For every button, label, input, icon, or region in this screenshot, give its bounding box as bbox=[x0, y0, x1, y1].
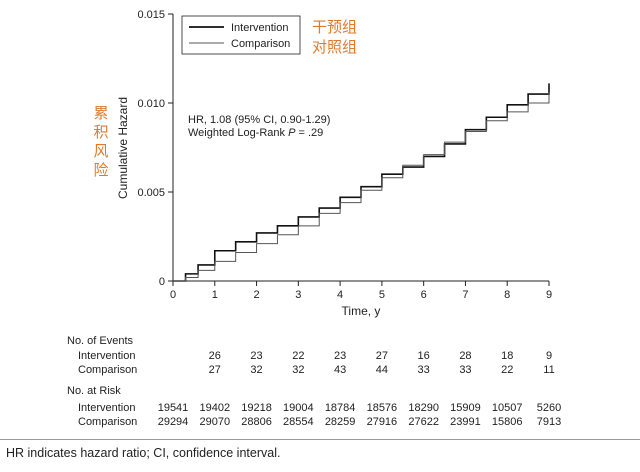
events-comparison-cell-5: 44 bbox=[375, 364, 388, 376]
risk-intervention-cell-5: 18576 bbox=[366, 402, 398, 414]
events-comparison-cell-2: 32 bbox=[250, 364, 263, 376]
risk-intervention-cell-0: 19541 bbox=[157, 402, 189, 414]
risk-row-label-comparison: Comparison bbox=[78, 416, 138, 428]
risk-intervention-cell-1: 19402 bbox=[199, 402, 231, 414]
events-comparison-cell-9: 11 bbox=[543, 364, 555, 376]
axes bbox=[172, 14, 549, 282]
events-comparison-cell-1: 27 bbox=[208, 364, 221, 376]
x-tick-label-3: 3 bbox=[295, 289, 301, 301]
risk-comparison-cell-9: 7913 bbox=[536, 416, 562, 428]
footer-divider bbox=[0, 439, 640, 440]
legend-label-comparison: Comparison bbox=[231, 38, 290, 50]
ylabel-cn-char-4: 险 bbox=[93, 161, 109, 179]
series-lines bbox=[173, 83, 550, 282]
p-label: P bbox=[288, 127, 296, 139]
y-tick-label-0: 0 bbox=[159, 276, 165, 288]
risk-comparison-cell-4: 28259 bbox=[324, 416, 356, 428]
y-tick-label-1: 0.005 bbox=[137, 187, 165, 199]
risk-intervention-cell-8: 10507 bbox=[491, 402, 523, 414]
x-tick-label-1: 1 bbox=[212, 289, 218, 301]
risk-comparison-cell-6: 27622 bbox=[408, 416, 439, 428]
legend: Intervention Comparison bbox=[181, 15, 301, 55]
risk-comparison-cell-7: 23991 bbox=[450, 416, 481, 428]
risk-comparison-cell-2: 28806 bbox=[241, 416, 272, 428]
events-intervention-cell-7: 28 bbox=[459, 350, 472, 362]
risk-intervention-cell-4: 18784 bbox=[324, 402, 356, 414]
x-axis-title: Time, y bbox=[342, 304, 381, 318]
events-intervention-cell-5: 27 bbox=[375, 350, 388, 362]
x-tick-label-5: 5 bbox=[379, 289, 385, 301]
events-row-label-intervention: Intervention bbox=[78, 350, 136, 362]
risk-comparison-cell-5: 27916 bbox=[366, 416, 398, 428]
x-tick-label-9: 9 bbox=[546, 289, 552, 301]
hr-annotation: HR, 1.08 (95% CI, 0.90-1.29) Weighted Lo… bbox=[188, 114, 330, 139]
events-intervention-cell-3: 22 bbox=[292, 350, 305, 362]
events-comparison-cell-7: 33 bbox=[459, 364, 472, 376]
risk-row-label-intervention: Intervention bbox=[78, 402, 136, 414]
events-title: No. of Events bbox=[67, 335, 134, 347]
risk-comparison-cell-8: 15806 bbox=[491, 416, 523, 428]
ylabel-cn-char-3: 风 bbox=[93, 142, 109, 160]
y-tick-label-2: 0.010 bbox=[137, 98, 165, 110]
events-intervention-cell-8: 18 bbox=[501, 350, 514, 362]
chart: 0 1 2 3 4 5 6 7 8 9 0 0.005 0.010 0.015 Time, y Cumu… bbox=[116, 9, 552, 318]
events-intervention-cell-6: 16 bbox=[417, 350, 430, 362]
logrank-text: Weighted Log-Rank P = .29 bbox=[188, 127, 323, 139]
events-intervention-cell-2: 23 bbox=[250, 350, 263, 362]
legend-label-intervention: Intervention bbox=[231, 22, 288, 34]
x-tick-label-2: 2 bbox=[253, 289, 259, 301]
legend-cn-comparison: 对照组 bbox=[312, 38, 358, 56]
risk-intervention-cell-2: 19218 bbox=[241, 402, 272, 414]
y-ticks: 0 0.005 0.010 0.015 bbox=[137, 9, 173, 288]
hr-text: HR, 1.08 (95% CI, 0.90-1.29) bbox=[188, 114, 330, 126]
risk-title: No. at Risk bbox=[67, 385, 121, 397]
risk-intervention-cell-3: 19004 bbox=[283, 402, 314, 414]
footer-note: HR indicates hazard ratio; CI, confidenc… bbox=[6, 446, 281, 460]
x-tick-label-4: 4 bbox=[337, 289, 343, 301]
events-intervention-cell-9: 9 bbox=[545, 350, 553, 362]
ylabel-cn-char-2: 积 bbox=[93, 123, 109, 141]
p-value: = .29 bbox=[295, 127, 323, 139]
risk-comparison-cell-1: 29070 bbox=[199, 416, 231, 428]
x-ticks: 0 1 2 3 4 5 6 7 8 9 bbox=[170, 281, 552, 301]
x-tick-label-7: 7 bbox=[462, 289, 468, 301]
risk-intervention-cell-7: 15909 bbox=[450, 402, 481, 414]
legend-cn-intervention: 干预组 bbox=[312, 18, 358, 36]
ylabel-cn-char-1: 累 bbox=[93, 104, 109, 122]
risk-intervention-cell-6: 18290 bbox=[408, 402, 439, 414]
events-comparison-cell-6: 33 bbox=[417, 364, 430, 376]
series-line-comparison bbox=[173, 92, 550, 282]
x-tick-label-8: 8 bbox=[504, 289, 510, 301]
events-comparison-cell-8: 22 bbox=[501, 364, 514, 376]
y-axis-title: Cumulative Hazard bbox=[116, 97, 130, 199]
risk-comparison-cell-0: 29294 bbox=[157, 416, 189, 428]
legend-box bbox=[181, 15, 301, 55]
risk-intervention-cell-9: 5260 bbox=[536, 402, 562, 414]
risk-comparison-cell-3: 28554 bbox=[283, 416, 314, 428]
x-tick-label-6: 6 bbox=[421, 289, 427, 301]
events-intervention-cell-1: 26 bbox=[208, 350, 221, 362]
events-comparison-cell-4: 43 bbox=[333, 364, 347, 376]
logrank-label: Weighted Log-Rank bbox=[188, 127, 286, 139]
x-tick-label-0: 0 bbox=[170, 289, 176, 301]
events-row-label-comparison: Comparison bbox=[78, 364, 138, 376]
y-tick-label-3: 0.015 bbox=[137, 9, 165, 21]
events-intervention-cell-4: 23 bbox=[333, 350, 347, 362]
events-comparison-cell-3: 32 bbox=[292, 364, 305, 376]
